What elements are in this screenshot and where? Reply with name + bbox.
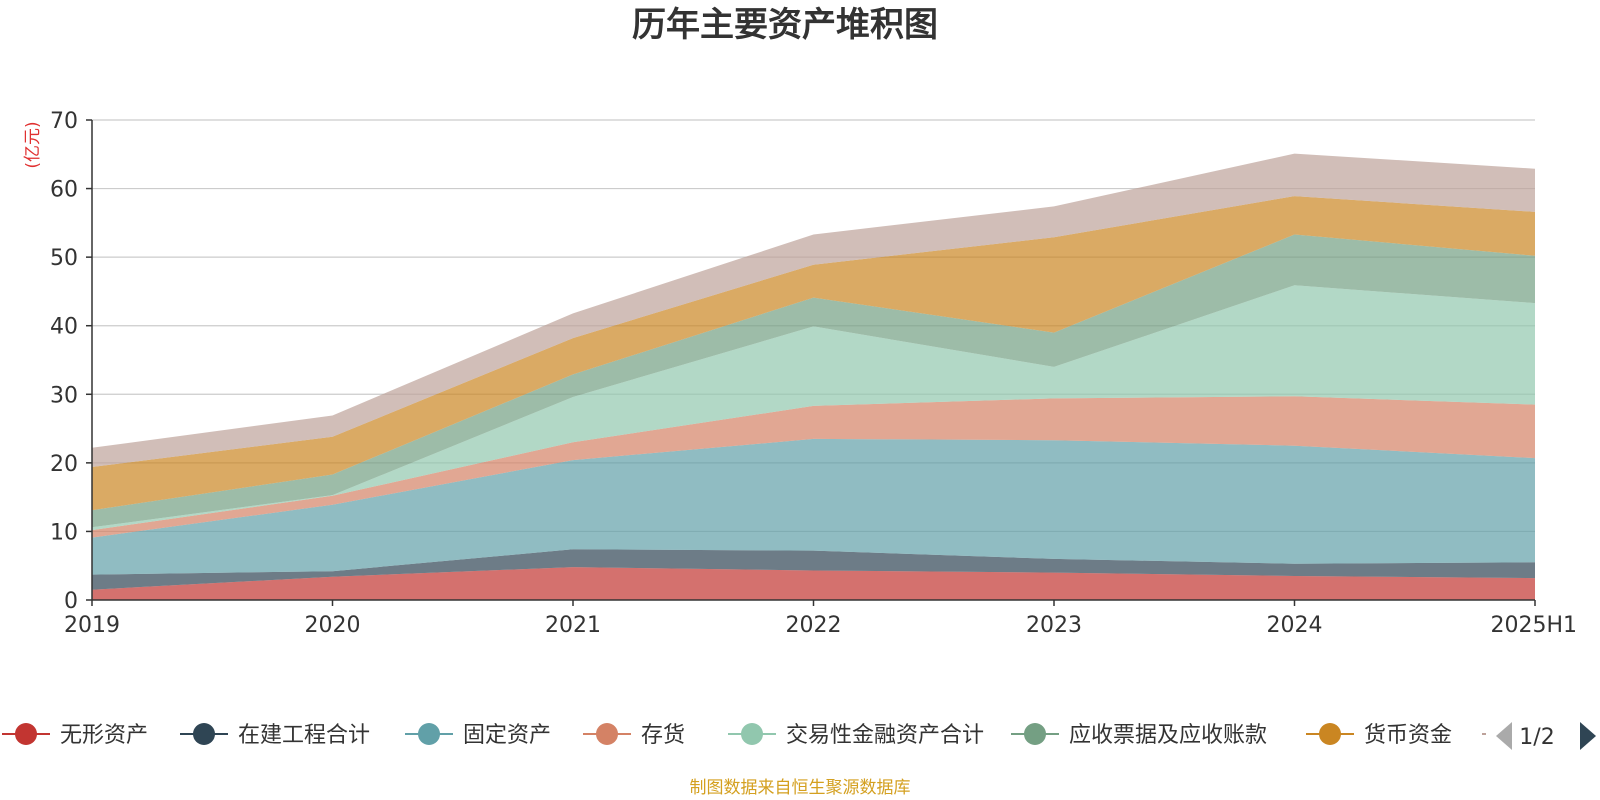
legend-pager: 1/2 — [1496, 722, 1596, 750]
legend-item-5[interactable]: 应收票据及应收账款 — [1011, 723, 1267, 748]
legend-next-page-icon[interactable] — [1580, 722, 1596, 750]
x-tick-label-4: 2023 — [1026, 613, 1082, 638]
legend-label: 存货 — [641, 723, 685, 748]
legend-marker-icon — [1319, 723, 1341, 745]
legend-item-6[interactable]: 货币资金 — [1306, 723, 1452, 748]
legend-prev-page-icon[interactable] — [1496, 722, 1512, 750]
legend-item-2[interactable]: 固定资产 — [405, 723, 551, 748]
area-series-0[interactable] — [92, 567, 1535, 600]
legend-item-3[interactable]: 存货 — [583, 723, 685, 748]
area-series-group — [92, 153, 1535, 600]
legend-marker-icon — [193, 723, 215, 745]
area-series-5[interactable] — [92, 234, 1535, 528]
legend-page-indicator: 1/2 — [1519, 725, 1554, 750]
legend-label: 固定资产 — [463, 723, 551, 748]
y-tick-label-2: 20 — [50, 452, 78, 477]
x-tick-label-0: 2019 — [64, 613, 120, 638]
legend-marker-icon — [418, 723, 440, 745]
legend-marker-icon — [15, 723, 37, 745]
y-tick-label-6: 60 — [50, 178, 78, 203]
y-tick-label-7: 70 — [50, 109, 78, 134]
x-tick-label-6: 2025H1 — [1490, 613, 1577, 638]
data-source-note: 制图数据来自恒生聚源数据库 — [690, 778, 911, 798]
legend-label: 货币资金 — [1364, 723, 1452, 748]
legend-item-4[interactable]: 交易性金融资产合计 — [728, 723, 984, 748]
area-series-6[interactable] — [92, 196, 1535, 511]
y-tick-label-4: 40 — [50, 315, 78, 340]
x-tick-label-3: 2022 — [786, 613, 842, 638]
legend-marker-icon — [741, 723, 763, 745]
y-tick-label-3: 30 — [50, 383, 78, 408]
legend-label: 应收票据及应收账款 — [1069, 723, 1267, 748]
y-tick-label-1: 10 — [50, 520, 78, 545]
y-axis-unit-label: (亿元) — [23, 121, 43, 168]
axes: 0 10 20 30 40 50 60 70 2019 2020 2021 2022 2023 2024 2… — [50, 109, 1577, 638]
x-tick-label-1: 2020 — [305, 613, 361, 638]
legend-item-1[interactable]: 在建工程合计 — [180, 723, 370, 748]
area-series-3[interactable] — [92, 396, 1535, 538]
x-tick-label-2: 2021 — [545, 613, 601, 638]
legend-label: 无形资产 — [60, 723, 148, 748]
area-series-7[interactable] — [92, 153, 1535, 467]
legend-marker-icon — [1024, 723, 1046, 745]
area-series-2[interactable] — [92, 438, 1535, 575]
x-tick-label-5: 2024 — [1267, 613, 1323, 638]
legend-marker-icon — [596, 723, 618, 745]
y-tick-label-5: 50 — [50, 246, 78, 271]
legend-item-0[interactable]: 无形资产 — [2, 723, 148, 748]
legend: 无形资产 在建工程合计 固定资产 存货 交易性金融资产合计 应收票据及应收账款 货币资金 — [2, 723, 1486, 748]
area-series-1[interactable] — [92, 549, 1535, 590]
y-tick-label-0: 0 — [64, 589, 78, 614]
chart-title: 历年主要资产堆积图 — [632, 5, 938, 45]
area-series-4[interactable] — [92, 285, 1535, 531]
legend-label: 交易性金融资产合计 — [786, 723, 984, 748]
legend-label: 在建工程合计 — [238, 723, 370, 748]
